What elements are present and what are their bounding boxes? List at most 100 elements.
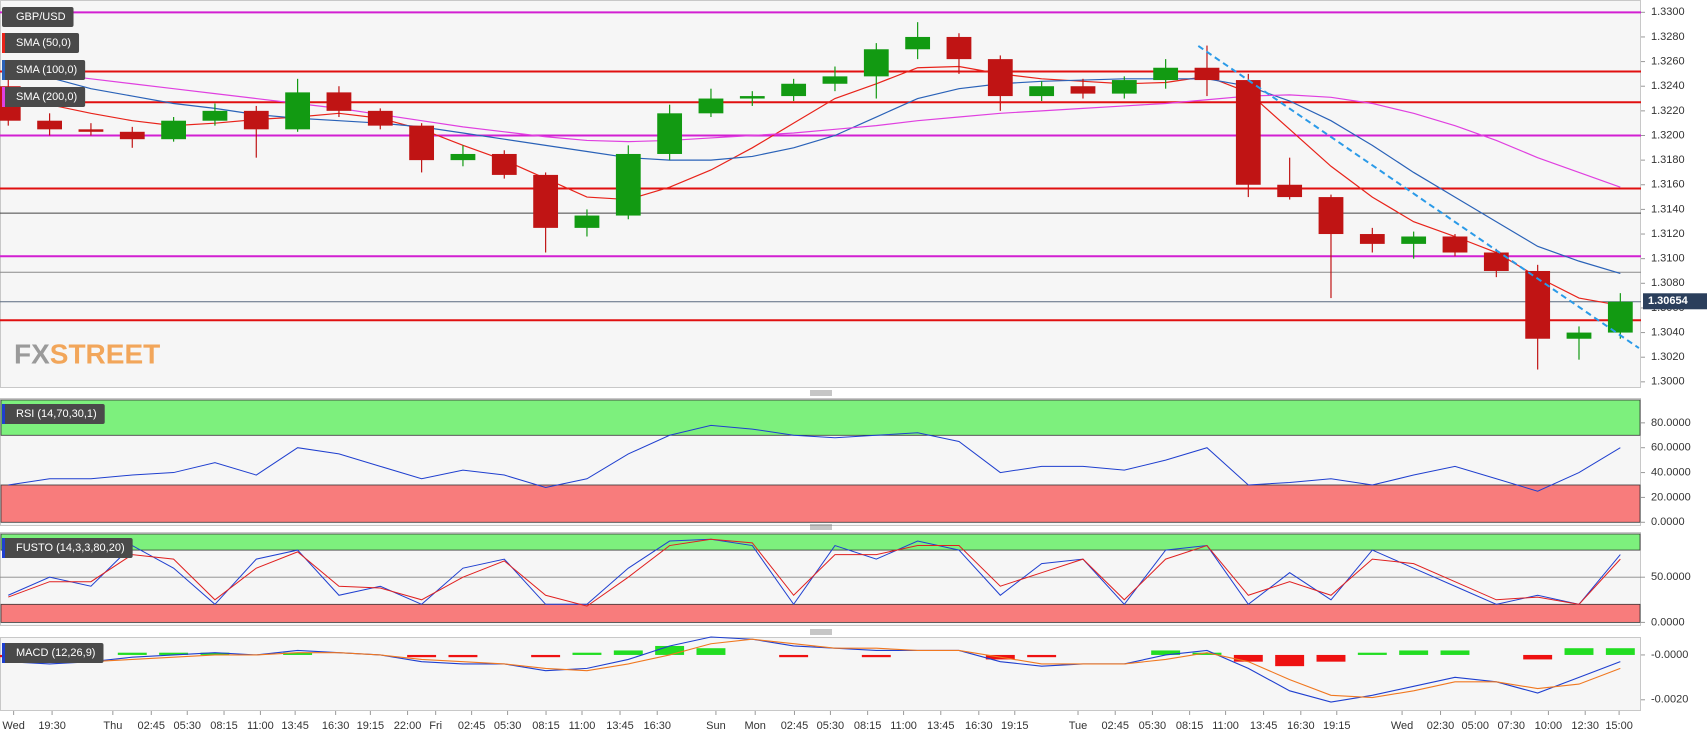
x-tick-label: 19:15 xyxy=(1001,720,1029,732)
candle-body xyxy=(450,153,476,161)
candle-body xyxy=(1318,197,1344,235)
x-tick-label: 08:15 xyxy=(1176,720,1204,732)
histogram-bar xyxy=(117,652,147,655)
candle-body xyxy=(822,76,848,84)
x-tick-label: 02:45 xyxy=(1101,720,1129,732)
candle-body xyxy=(326,92,352,111)
y-tick-label: 1.3120 xyxy=(1651,228,1685,240)
candle-body xyxy=(1153,67,1179,81)
y-tick-label: 80.0000 xyxy=(1651,417,1691,429)
x-tick-label: 13:45 xyxy=(1250,720,1278,732)
x-tick-label: 16:30 xyxy=(322,720,350,732)
legend-box xyxy=(2,33,80,53)
candle-body xyxy=(533,174,559,228)
oversold-band xyxy=(0,603,1641,623)
x-tick-label: 11:00 xyxy=(1212,720,1239,732)
histogram-bar xyxy=(655,645,685,655)
y-tick-label: 1.3160 xyxy=(1651,179,1685,191)
candle-body xyxy=(161,120,187,140)
y-tick-label: 0.0000 xyxy=(1651,516,1685,528)
x-tick-label: Thu xyxy=(103,720,122,732)
y-tick-label: 1.3220 xyxy=(1651,105,1685,117)
histogram-bar xyxy=(531,654,561,658)
legend-label: GBP/USD xyxy=(16,11,66,23)
histogram-bar xyxy=(1564,648,1594,655)
x-tick-label: 10:00 xyxy=(1535,720,1563,732)
x-tick-label: Fri xyxy=(429,720,442,732)
panel-background xyxy=(0,637,1641,711)
candle-body xyxy=(946,36,972,60)
price-tag xyxy=(1643,293,1707,310)
x-tick-label: 02:45 xyxy=(781,720,809,732)
legend-swatch xyxy=(2,643,5,663)
x-tick-label: 16:30 xyxy=(643,720,671,732)
x-tick-label: 07:30 xyxy=(1497,720,1525,732)
x-tick-label: 08:15 xyxy=(854,720,882,732)
indicator-line xyxy=(8,424,1621,492)
legend-label: FUSTO (14,3,3,80,20) xyxy=(16,542,125,554)
histogram-bar xyxy=(1151,650,1181,655)
x-tick-label: 05:30 xyxy=(1139,720,1167,732)
legend-box xyxy=(2,87,86,107)
y-tick-label: 1.3300 xyxy=(1651,6,1685,18)
x-tick-label: Sun xyxy=(706,720,726,732)
candle-body xyxy=(987,59,1013,97)
candle-body xyxy=(1070,86,1096,94)
histogram-bar xyxy=(1605,648,1635,655)
legend-label: SMA (50,0) xyxy=(16,37,71,49)
x-tick-label: 12:30 xyxy=(1571,720,1599,732)
trendline xyxy=(1197,45,1640,349)
candle-body xyxy=(1442,236,1468,253)
candle-body xyxy=(905,36,931,50)
x-tick-label: 05:30 xyxy=(173,720,201,732)
x-tick-label: 16:30 xyxy=(965,720,993,732)
overbought-band xyxy=(0,399,1641,436)
sma-line xyxy=(8,67,1621,275)
x-tick-label: 19:15 xyxy=(1323,720,1351,732)
panel-background xyxy=(0,0,1641,388)
candle-body xyxy=(1401,236,1427,244)
y-tick-label: 20.0000 xyxy=(1651,491,1691,503)
x-tick-label: Wed xyxy=(1391,720,1413,732)
histogram-bar xyxy=(1523,654,1553,660)
histogram-bar xyxy=(696,648,726,655)
candle-body xyxy=(285,92,311,130)
y-tick-label: -0.0020 xyxy=(1651,694,1688,706)
histogram-bar xyxy=(200,652,230,655)
legend-swatch xyxy=(2,60,5,80)
histogram-bar xyxy=(613,650,643,655)
candle-body xyxy=(1029,86,1055,97)
y-tick-label: 50.0000 xyxy=(1651,571,1691,583)
x-tick-label: 05:00 xyxy=(1461,720,1489,732)
y-tick-label: 1.3040 xyxy=(1651,326,1685,338)
histogram-bar xyxy=(1399,650,1429,655)
candle-body xyxy=(1525,270,1551,339)
candle-body xyxy=(1607,301,1633,333)
legend-box xyxy=(2,538,133,558)
legend-label: SMA (200,0) xyxy=(16,91,77,103)
histogram-bar xyxy=(159,652,189,655)
sma-line xyxy=(8,65,1621,307)
candle-body xyxy=(1566,332,1592,339)
histogram-bar xyxy=(1357,652,1387,655)
legend-box xyxy=(2,60,86,80)
x-tick-label: 02:30 xyxy=(1427,720,1455,732)
x-tick-label: 19:15 xyxy=(357,720,385,732)
x-tick-label: 08:15 xyxy=(532,720,560,732)
histogram-bar xyxy=(1440,650,1470,655)
macd-line xyxy=(8,638,1621,699)
x-tick-label: 22:00 xyxy=(394,720,422,732)
legend-swatch xyxy=(2,87,5,107)
price-tag-label: 1.30654 xyxy=(1648,295,1689,307)
y-tick-label: 1.3100 xyxy=(1651,253,1685,265)
histogram-bar xyxy=(1316,654,1346,662)
x-tick-label: Wed xyxy=(2,720,24,732)
watermark-street: STREET xyxy=(50,338,160,369)
candle-body xyxy=(698,98,724,114)
y-tick-label: 1.3000 xyxy=(1651,376,1685,388)
x-tick-label: 13:45 xyxy=(927,720,955,732)
x-tick-label: 02:45 xyxy=(458,720,486,732)
x-tick-label: 11:00 xyxy=(247,720,274,732)
x-tick-label: 02:45 xyxy=(138,720,166,732)
